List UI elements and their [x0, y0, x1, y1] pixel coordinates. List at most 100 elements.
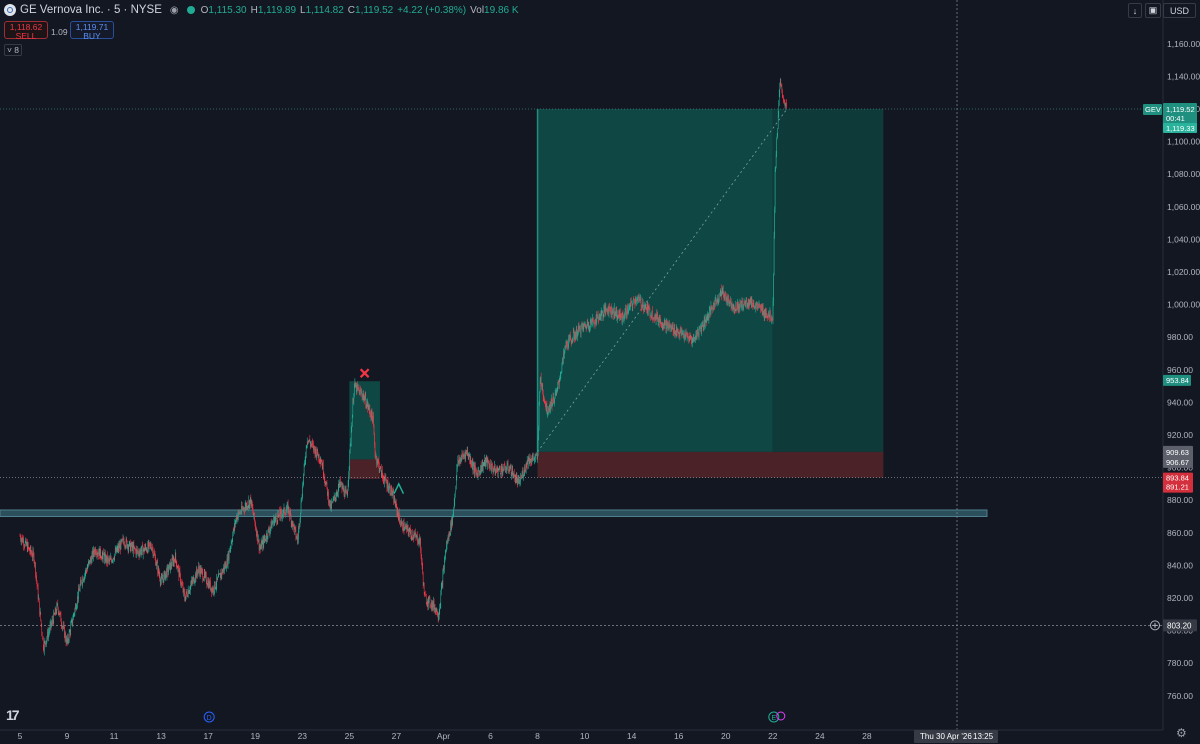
- candle-body: [714, 307, 715, 308]
- candle-body: [773, 274, 774, 302]
- earnings-event-icon[interactable]: [768, 711, 780, 723]
- indicators-toggle-button[interactable]: ˅ 8: [4, 44, 22, 56]
- long-position-target-zone[interactable]: [537, 109, 773, 452]
- candle-body: [137, 549, 138, 553]
- candle-body: [683, 334, 685, 338]
- sell-price: 1,118.62: [9, 22, 43, 32]
- gear-icon[interactable]: ⚙: [1176, 726, 1187, 740]
- y-tick-label: 760.00: [1167, 691, 1193, 701]
- support-zone[interactable]: [0, 509, 988, 518]
- candle-body: [296, 537, 297, 538]
- candle-body: [456, 467, 458, 477]
- candle-body: [184, 598, 186, 601]
- candle-body: [759, 304, 760, 306]
- candle-body: [438, 613, 440, 617]
- candle-body: [529, 458, 531, 463]
- candle-body: [566, 341, 568, 345]
- candle-body: [55, 608, 56, 613]
- candle-body: [432, 601, 433, 609]
- candle-body: [347, 490, 348, 496]
- candle-body: [45, 640, 46, 643]
- candle-body: [650, 316, 651, 317]
- candle-body: [340, 479, 341, 485]
- candle-body: [238, 511, 239, 516]
- eye-icon[interactable]: ◉: [169, 4, 179, 16]
- candle-body: [305, 456, 306, 461]
- add-alert-icon[interactable]: [1150, 620, 1160, 631]
- candle-body: [315, 448, 316, 455]
- candle-body: [455, 486, 457, 492]
- candle-body: [567, 346, 569, 348]
- candle-body: [114, 554, 115, 559]
- candle-body: [389, 486, 391, 494]
- candle-body: [640, 299, 642, 307]
- candle-body: [21, 539, 22, 542]
- x-tick-label: 16: [674, 731, 684, 741]
- candle-body: [511, 469, 513, 475]
- split-event-icon[interactable]: [776, 711, 786, 721]
- candle-body: [559, 378, 561, 381]
- camera-icon[interactable]: ▣: [1145, 3, 1161, 18]
- candle-body: [116, 547, 117, 553]
- candle-body: [739, 306, 740, 309]
- sell-button[interactable]: 1,118.62 SELL: [4, 21, 48, 41]
- candle-body: [604, 306, 605, 309]
- candle-body: [611, 314, 613, 315]
- tradingview-logo-icon[interactable]: 17: [6, 707, 20, 723]
- candle-body: [654, 318, 655, 320]
- candle-body: [261, 542, 263, 549]
- currency-button[interactable]: USD: [1163, 3, 1196, 18]
- candle-body: [630, 301, 631, 308]
- candle-body: [137, 551, 139, 553]
- candle-body: [671, 325, 672, 330]
- candle-body: [445, 549, 447, 551]
- candle-body: [339, 479, 341, 486]
- candle-body: [683, 332, 684, 338]
- time-axis[interactable]: [0, 730, 1163, 744]
- candle-body: [126, 540, 128, 548]
- candle-body: [133, 544, 134, 553]
- candle-body: [524, 466, 526, 470]
- candle-body: [111, 560, 113, 563]
- candle-body: [725, 295, 727, 302]
- candle-body: [216, 577, 217, 586]
- stopped-position-target-zone[interactable]: [349, 381, 380, 460]
- candle-body: [259, 547, 261, 549]
- candle-body: [735, 310, 736, 312]
- candle-body: [502, 468, 503, 474]
- long-position-stop-zone[interactable]: [537, 451, 884, 478]
- candle-body: [607, 307, 609, 313]
- buy-button[interactable]: 1,119.71 BUY: [70, 21, 114, 41]
- candle-body: [64, 633, 66, 638]
- candle-body: [239, 512, 241, 514]
- candle-body: [187, 595, 188, 597]
- x-tick-label: 13: [156, 731, 166, 741]
- candle-body: [719, 292, 721, 294]
- candle-body: [421, 561, 423, 565]
- candle-body: [718, 293, 720, 299]
- candle-body: [284, 513, 286, 515]
- candle-body: [197, 572, 198, 575]
- candle-body: [744, 301, 745, 303]
- candle-body: [595, 318, 596, 325]
- candle-body: [331, 501, 333, 503]
- candle-body: [301, 496, 303, 501]
- candle-body: [393, 492, 394, 503]
- candle-body: [303, 464, 305, 474]
- long-position-target-zone-extended[interactable]: [772, 109, 884, 452]
- dividend-event-icon[interactable]: [203, 711, 215, 723]
- arrow-down-icon[interactable]: ↓: [1128, 3, 1142, 18]
- candle-body: [643, 305, 645, 311]
- candle-body: [696, 332, 697, 339]
- candle-body: [527, 459, 528, 466]
- candle-body: [594, 324, 596, 325]
- candle-body: [627, 311, 629, 313]
- candle-body: [650, 315, 652, 317]
- candle-body: [27, 543, 29, 552]
- symbol-title[interactable]: GE Vernova Inc. · 5 · NYSE: [20, 4, 162, 16]
- stopped-position-stop-zone[interactable]: [349, 459, 380, 480]
- candle-body: [738, 306, 740, 311]
- candle-body: [694, 339, 696, 342]
- candle-body: [269, 529, 271, 534]
